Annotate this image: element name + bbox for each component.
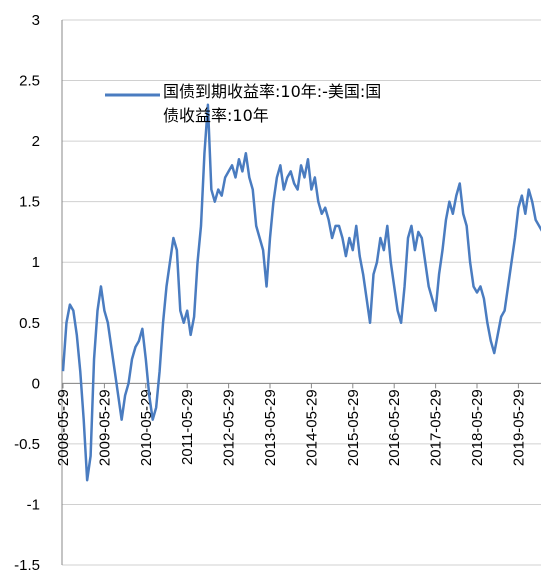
x-tick-label: 2018-05-29	[469, 389, 486, 466]
y-tick-label: 3	[32, 12, 40, 29]
y-tick-label: 1.5	[19, 194, 40, 211]
x-tick-label: 2013-05-29	[262, 389, 279, 466]
y-tick-label: 1	[32, 254, 40, 271]
x-tick-label: 2012-05-29	[221, 389, 238, 466]
x-tick-label: 2019-05-29	[510, 389, 527, 466]
y-tick-label: 0.5	[19, 315, 40, 332]
y-tick-label: -0.5	[14, 436, 40, 453]
x-tick-label: 2014-05-29	[303, 389, 320, 466]
x-tick-label: 2016-05-29	[386, 389, 403, 466]
x-tick-label: 2008-05-29	[55, 389, 72, 466]
x-tick-label: 2011-05-29	[179, 389, 196, 465]
x-tick-label: 2010-05-29	[138, 389, 155, 466]
x-tick-label: 2009-05-29	[96, 389, 113, 466]
legend-label: 国债到期收益率:10年:-美国:国债收益率:10年	[163, 82, 382, 125]
y-tick-label: -1.5	[14, 557, 40, 574]
series-line	[61, 103, 541, 482]
y-tick-label: 0	[32, 375, 40, 392]
x-tick-label: 2017-05-29	[428, 389, 445, 466]
y-tick-label: 2.5	[19, 73, 40, 90]
x-tick-label: 2015-05-29	[345, 389, 362, 466]
y-tick-label: 2	[32, 133, 40, 150]
y-tick-label: -1	[27, 496, 40, 513]
